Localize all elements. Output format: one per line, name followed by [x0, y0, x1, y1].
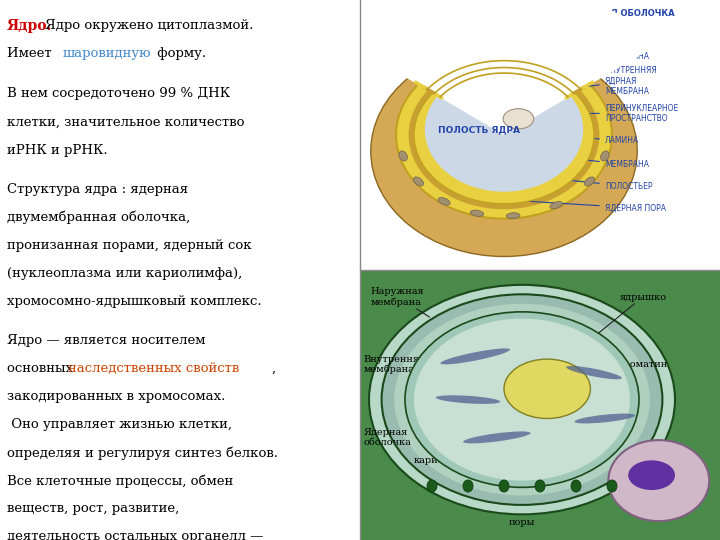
Ellipse shape	[550, 201, 562, 209]
Ellipse shape	[608, 440, 709, 521]
Text: хроматин: хроматин	[608, 360, 668, 372]
Text: деятельность остальных органелл —: деятельность остальных органелл —	[7, 530, 264, 540]
Ellipse shape	[395, 303, 649, 496]
Text: клетки, значительное количество: клетки, значительное количество	[7, 116, 245, 129]
Text: Ядро окружено цитоплазмой.: Ядро окружено цитоплазмой.	[45, 19, 253, 32]
Ellipse shape	[535, 480, 545, 492]
Ellipse shape	[607, 480, 617, 492]
Ellipse shape	[427, 480, 437, 492]
Text: Все клеточные процессы, обмен: Все клеточные процессы, обмен	[7, 474, 233, 488]
Ellipse shape	[571, 480, 581, 492]
Ellipse shape	[371, 46, 637, 256]
Text: шаровидную: шаровидную	[63, 47, 152, 60]
Text: ,: ,	[272, 362, 276, 375]
Ellipse shape	[499, 480, 509, 492]
Text: форму.: форму.	[153, 47, 206, 60]
Text: МЕМБРАНА: МЕМБРАНА	[536, 154, 649, 169]
Text: поры: поры	[509, 518, 535, 528]
Ellipse shape	[503, 109, 534, 129]
Ellipse shape	[566, 366, 622, 379]
Text: ВНЕШНЯЯ
ЯДЕРНАЯ
МЕМБРАНА: ВНЕШНЯЯ ЯДЕРНАЯ МЕМБРАНА	[550, 31, 649, 64]
Text: ПОЛОСТЬ ЯДРА: ПОЛОСТЬ ЯДРА	[438, 125, 520, 134]
Ellipse shape	[409, 60, 599, 209]
Ellipse shape	[382, 294, 662, 505]
Text: наследственных свойств: наследственных свойств	[68, 362, 240, 375]
Ellipse shape	[470, 210, 484, 217]
Ellipse shape	[405, 312, 639, 487]
Text: кариоплазма: кариоплазма	[414, 456, 482, 465]
Ellipse shape	[506, 213, 520, 219]
Text: закодированных в хромосомах.: закодированных в хромосомах.	[7, 390, 225, 403]
Text: пронизанная порами, ядерный сок: пронизанная порами, ядерный сок	[7, 239, 252, 252]
Ellipse shape	[369, 285, 675, 514]
Text: ПЕРИНУКЛЕАРНОЕ
ПРОСТРАНСТВО: ПЕРИНУКЛЕАРНОЕ ПРОСТРАНСТВО	[554, 104, 678, 123]
Ellipse shape	[436, 395, 500, 404]
Text: Оно управляет жизнью клетки,: Оно управляет жизнью клетки,	[7, 418, 232, 431]
Ellipse shape	[414, 319, 630, 481]
Ellipse shape	[396, 51, 612, 219]
Ellipse shape	[438, 198, 450, 205]
Ellipse shape	[504, 359, 590, 418]
Text: Наружная
мембрана: Наружная мембрана	[371, 287, 430, 317]
Text: двумембранная оболочка,: двумембранная оболочка,	[7, 211, 191, 224]
Ellipse shape	[413, 177, 423, 186]
Text: Структура ядра : ядерная: Структура ядра : ядерная	[7, 183, 189, 195]
Text: ЯДЕРНАЯ ОБОЛОЧКА: ЯДЕРНАЯ ОБОЛОЧКА	[572, 8, 675, 17]
Text: Ядро — является носителем: Ядро — является носителем	[7, 334, 206, 347]
Ellipse shape	[628, 460, 675, 490]
Ellipse shape	[463, 480, 473, 492]
Text: определяя и регулируя синтез белков.: определяя и регулируя синтез белков.	[7, 446, 278, 460]
Text: ЛАМИНА: ЛАМИНА	[543, 135, 639, 145]
Text: ПОЛОСТЬЕР: ПОЛОСТЬЕР	[525, 176, 652, 191]
Ellipse shape	[575, 414, 635, 423]
Wedge shape	[348, 0, 660, 135]
Text: веществ, рост, развитие,: веществ, рост, развитие,	[7, 502, 179, 515]
Ellipse shape	[414, 66, 594, 204]
Ellipse shape	[463, 431, 531, 443]
Text: хромосомно-ядрышковый комплекс.: хромосомно-ядрышковый комплекс.	[7, 295, 262, 308]
Text: (нуклеоплазма или кариолимфа),: (нуклеоплазма или кариолимфа),	[7, 267, 243, 280]
Ellipse shape	[585, 177, 595, 186]
Ellipse shape	[425, 68, 583, 192]
Ellipse shape	[600, 151, 609, 161]
Text: В нем сосредоточено 99 % ДНК: В нем сосредоточено 99 % ДНК	[7, 87, 230, 100]
Text: Ядерная
оболочка: Ядерная оболочка	[364, 428, 422, 447]
Text: Внутренняя
мембрана: Внутренняя мембрана	[364, 354, 426, 382]
Text: ядрышко: ядрышко	[585, 293, 666, 344]
Ellipse shape	[399, 151, 408, 161]
Ellipse shape	[441, 348, 510, 364]
Text: ВНУТРЕННЯЯ
ЯДРНАЯ
МЕМБРАНА: ВНУТРЕННЯЯ ЯДРНАЯ МЕМБРАНА	[546, 66, 657, 96]
Text: основных: основных	[7, 362, 78, 375]
Text: ЯДЕРНАЯ ПОРА: ЯДЕРНАЯ ПОРА	[507, 200, 666, 212]
Text: иРНК и рРНК.: иРНК и рРНК.	[7, 144, 108, 157]
Text: Имеет: Имеет	[7, 47, 60, 60]
Text: Ядро.: Ядро.	[7, 19, 53, 33]
